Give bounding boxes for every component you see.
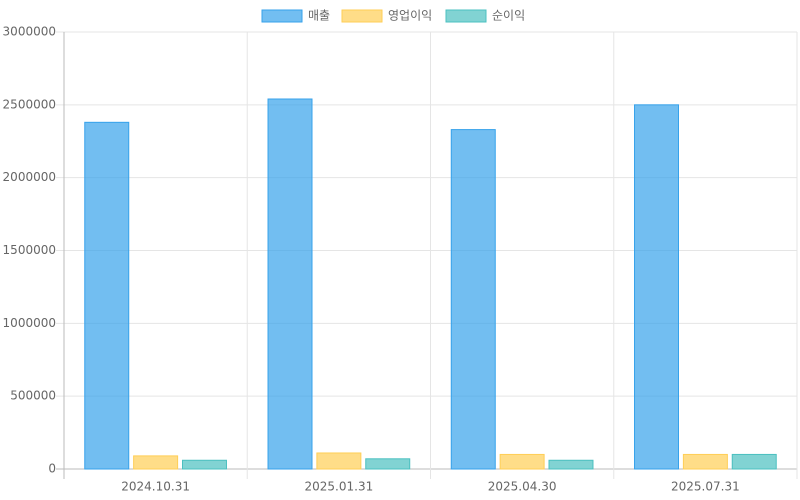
bar[interactable] xyxy=(365,458,411,470)
y-tick-label: 1500000 xyxy=(3,243,56,257)
legend-label[interactable]: 매출 xyxy=(308,9,330,23)
y-tick-label: 2000000 xyxy=(3,170,56,184)
x-tick-label: 2025.07.31 xyxy=(671,480,740,494)
bar[interactable] xyxy=(133,455,179,470)
legend-label[interactable]: 순이익 xyxy=(492,9,525,23)
x-tick-label: 2025.01.31 xyxy=(305,480,374,494)
bar[interactable] xyxy=(548,459,594,470)
bar[interactable] xyxy=(731,453,777,470)
legend-label[interactable]: 영업이익 xyxy=(388,9,432,23)
bar[interactable] xyxy=(316,452,362,470)
y-tick-label: 500000 xyxy=(10,389,56,403)
bar[interactable] xyxy=(634,104,679,470)
y-tick-label: 0 xyxy=(48,462,56,476)
y-tick-label: 3000000 xyxy=(3,25,56,39)
bar[interactable] xyxy=(182,459,227,470)
bar[interactable] xyxy=(450,129,496,470)
bar[interactable] xyxy=(84,121,130,470)
y-tick-label: 1000000 xyxy=(3,316,56,330)
y-tick-label: 2500000 xyxy=(3,97,56,111)
bar[interactable] xyxy=(499,453,545,470)
legend-swatch[interactable] xyxy=(341,9,383,23)
x-tick-label: 2025.04.30 xyxy=(488,480,557,494)
x-tick-label: 2024.10.31 xyxy=(121,480,190,494)
legend-swatch[interactable] xyxy=(261,9,303,23)
bar[interactable] xyxy=(682,453,728,470)
bar[interactable] xyxy=(267,98,313,470)
legend-swatch[interactable] xyxy=(445,9,487,23)
